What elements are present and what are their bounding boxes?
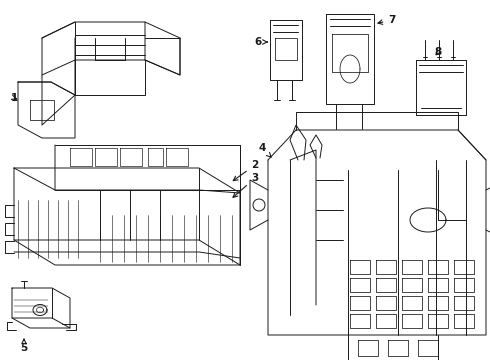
- Text: 6: 6: [254, 37, 268, 47]
- Text: 3: 3: [233, 173, 259, 197]
- Text: 7: 7: [378, 15, 396, 25]
- Text: 5: 5: [21, 339, 27, 353]
- Text: 4: 4: [258, 143, 271, 157]
- Text: 2: 2: [233, 160, 259, 181]
- Text: 8: 8: [434, 47, 441, 57]
- Text: 1: 1: [10, 93, 18, 103]
